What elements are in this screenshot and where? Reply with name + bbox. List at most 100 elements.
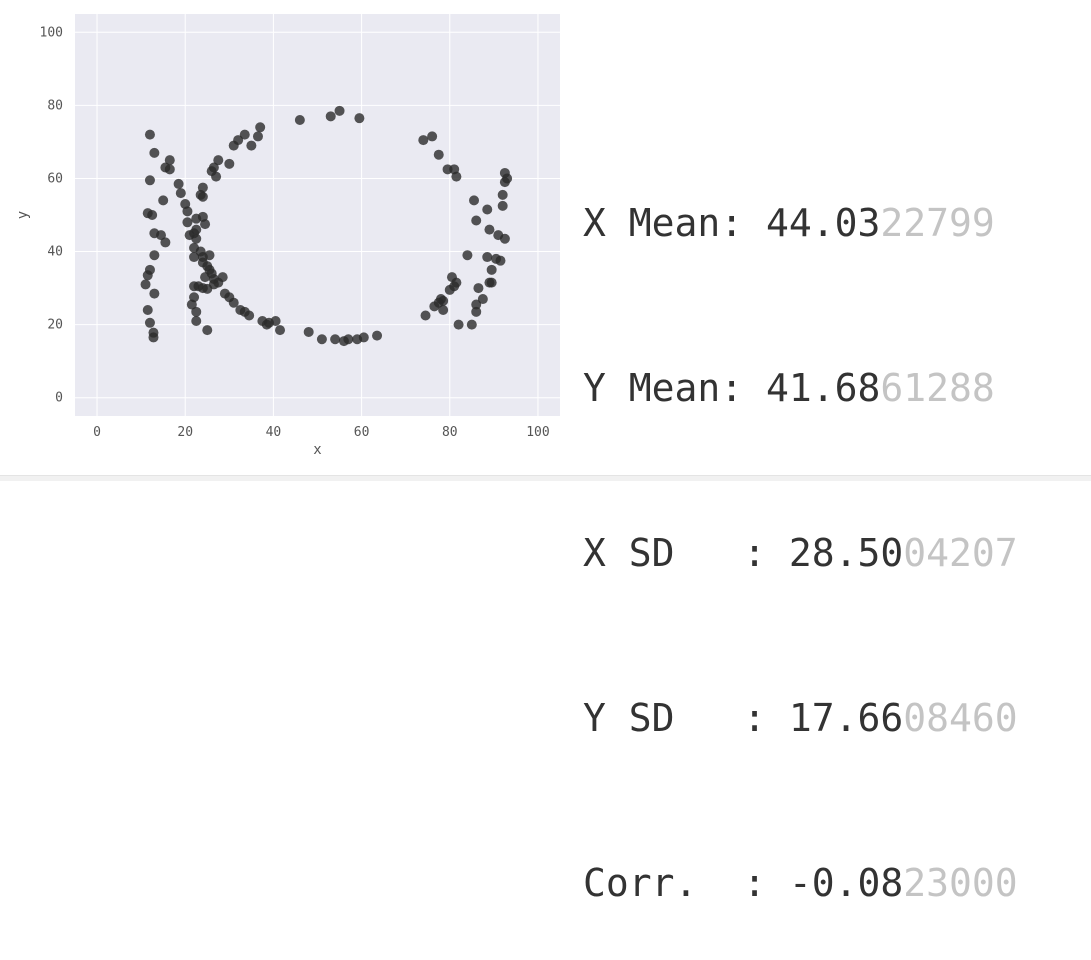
data-point [213, 155, 224, 166]
stat-correlation: Corr. : -0.0823000 [583, 856, 1018, 911]
data-point [499, 233, 510, 244]
data-point [149, 250, 160, 261]
data-point [252, 131, 263, 142]
data-point [433, 149, 444, 160]
data-point [144, 317, 155, 328]
summary-statistics: X Mean: 44.0322799 Y Mean: 41.6861288 X … [583, 86, 1018, 960]
data-point [482, 252, 493, 263]
stat-y-mean: Y Mean: 41.6861288 [583, 361, 1018, 416]
data-point [429, 301, 440, 312]
x-axis-label: x [313, 442, 321, 458]
data-point [484, 224, 495, 235]
stat-value: 28.50 [788, 531, 904, 575]
data-point [197, 191, 208, 202]
stat-value: 17.66 [788, 696, 904, 740]
data-point [144, 129, 155, 140]
data-point [418, 135, 429, 146]
y-tick-label: 20 [47, 318, 63, 333]
data-point [486, 264, 497, 275]
data-point [255, 122, 266, 133]
data-point [325, 111, 336, 122]
data-point [211, 171, 222, 182]
data-point [477, 294, 488, 305]
data-point [427, 131, 438, 142]
x-tick-label: 0 [93, 425, 101, 440]
stat-value-faded-digits: 61288 [880, 366, 995, 410]
y-tick-label: 60 [47, 171, 63, 186]
data-point [191, 224, 202, 235]
data-point [175, 188, 186, 199]
y-tick-label: 0 [55, 391, 63, 406]
data-point [148, 332, 159, 343]
stat-value: 44.03 [766, 201, 881, 245]
data-point [294, 114, 305, 125]
data-point [275, 325, 286, 336]
data-point [444, 284, 455, 295]
data-point [354, 113, 365, 124]
data-point [140, 279, 151, 290]
x-tick-label: 60 [354, 425, 370, 440]
data-point [482, 204, 493, 215]
data-point [224, 158, 235, 169]
stat-x-mean: X Mean: 44.0322799 [583, 196, 1018, 251]
data-point [189, 281, 200, 292]
data-point [372, 330, 383, 341]
data-point [451, 171, 462, 182]
bottom-divider [0, 475, 1091, 481]
data-point [316, 334, 327, 345]
x-tick-label: 40 [266, 425, 282, 440]
data-point [228, 297, 239, 308]
stat-label: Y Mean: [583, 366, 767, 410]
stat-value-faded-digits: 22799 [880, 201, 995, 245]
y-axis-label: y [15, 211, 31, 219]
data-point [164, 155, 175, 166]
y-tick-label: 80 [47, 98, 63, 113]
stat-value-faded-digits: 23000 [903, 861, 1018, 905]
data-point [462, 250, 473, 261]
stat-value: -0.08 [788, 861, 904, 905]
data-point [358, 332, 369, 343]
data-point [497, 189, 508, 200]
data-point [158, 195, 169, 206]
stat-y-sd: Y SD : 17.6608460 [583, 691, 1018, 746]
stat-value-faded-digits: 04207 [903, 531, 1018, 575]
data-point [438, 305, 449, 316]
data-point [142, 305, 153, 316]
data-point [189, 252, 200, 263]
data-point [330, 334, 341, 345]
data-point [204, 250, 215, 261]
data-point [469, 195, 480, 206]
data-point [147, 210, 158, 220]
data-point [197, 182, 208, 193]
scatter-plot: 0 20 40 60 80 100 0 20 40 60 80 100 x y [15, 14, 560, 458]
data-point [149, 288, 160, 299]
x-tick-label: 20 [177, 425, 193, 440]
stat-label: Y SD : [583, 696, 789, 740]
data-point [471, 306, 482, 317]
stat-value: 41.68 [766, 366, 881, 410]
data-point [246, 140, 257, 151]
data-point [343, 334, 354, 345]
data-point [420, 310, 431, 321]
data-point [471, 299, 482, 310]
data-point [186, 299, 197, 310]
x-tick-label: 100 [526, 425, 549, 440]
data-point [233, 135, 244, 146]
data-point [202, 325, 213, 336]
stat-label: Corr. : [583, 861, 789, 905]
y-tick-label: 40 [47, 245, 63, 260]
data-point [173, 178, 184, 189]
stat-label: X Mean: [583, 201, 767, 245]
data-point [155, 230, 166, 241]
stat-x-sd: X SD : 28.5004207 [583, 526, 1018, 581]
data-point [144, 175, 155, 186]
stat-value-faded-digits: 08460 [903, 696, 1018, 740]
data-point [160, 237, 171, 248]
data-point [270, 315, 281, 326]
data-point [191, 315, 202, 326]
data-point [191, 233, 202, 244]
data-point [239, 129, 250, 140]
data-point [466, 319, 477, 330]
data-point [164, 164, 175, 175]
data-point [497, 200, 508, 211]
